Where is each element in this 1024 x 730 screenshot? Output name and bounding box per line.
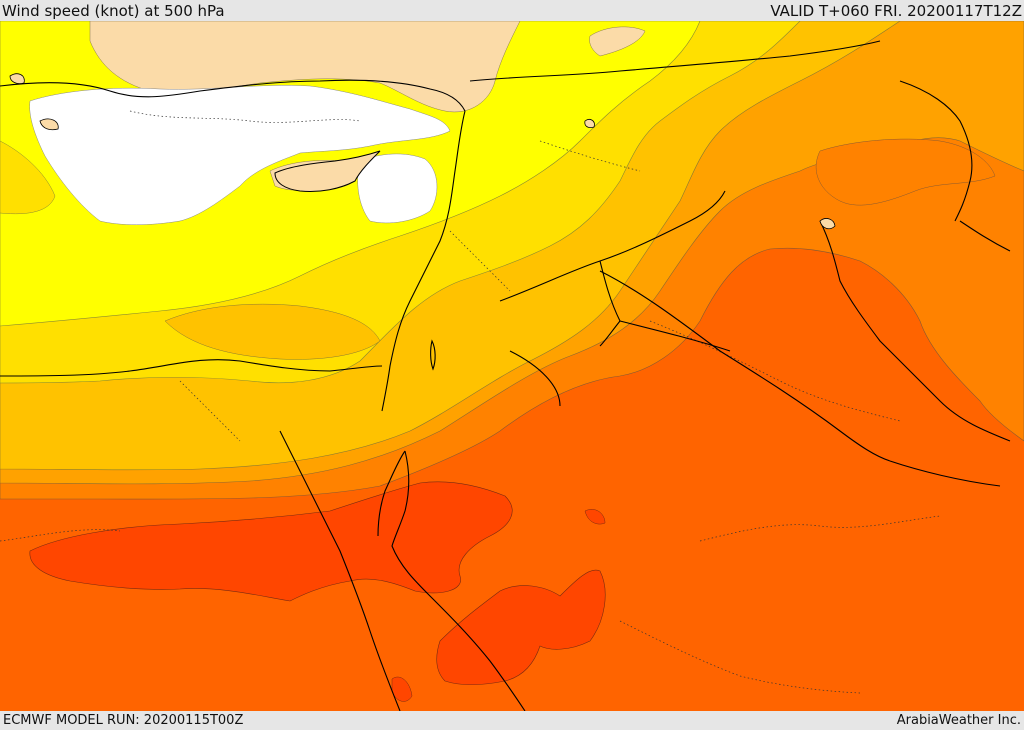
- model-run: ECMWF MODEL RUN: 20200115T00Z: [3, 713, 244, 728]
- wind-speed-map: [0, 21, 1024, 711]
- band-wheat-ne: [589, 26, 646, 57]
- band-white-east: [357, 153, 438, 224]
- internal-boundaries: [0, 110, 941, 694]
- band-gold-light-left: [0, 140, 56, 215]
- coastlines: [0, 40, 1011, 711]
- band-white: [29, 85, 451, 225]
- map-title: Wind speed (knot) at 500 hPa: [2, 2, 225, 20]
- islands: [9, 73, 836, 230]
- band-gold-patch: [164, 303, 381, 360]
- cyprus: [274, 150, 381, 192]
- band-red-orange-island: [584, 509, 606, 525]
- band-red-orange-west: [29, 481, 513, 602]
- credit: ArabiaWeather Inc.: [896, 713, 1021, 728]
- valid-time: VALID T+060 FRI. 20200117T12Z: [770, 2, 1022, 20]
- footer-bar: ECMWF MODEL RUN: 20200115T00Z ArabiaWeat…: [0, 711, 1024, 729]
- band-red-orange-south: [436, 569, 606, 686]
- header-bar: Wind speed (knot) at 500 hPa VALID T+060…: [0, 0, 1024, 21]
- band-amber-patch: [815, 138, 996, 206]
- map-area: [0, 21, 1024, 711]
